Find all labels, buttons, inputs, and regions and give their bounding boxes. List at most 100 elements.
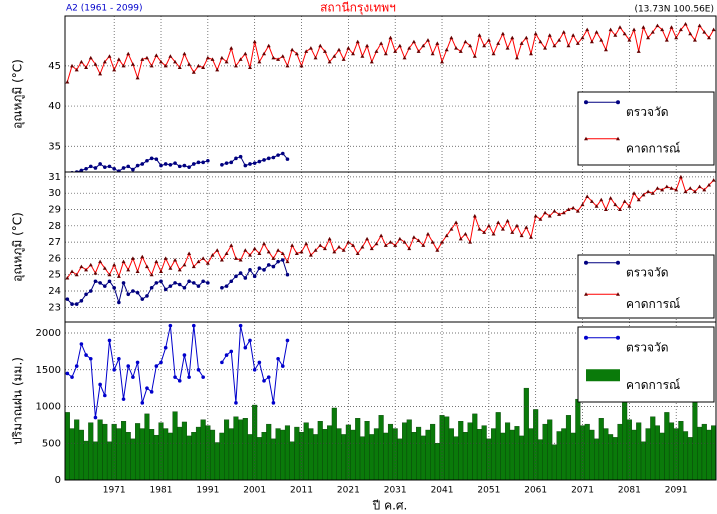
point bbox=[224, 353, 229, 357]
point bbox=[688, 186, 693, 190]
x-tick-label: 1991 bbox=[196, 486, 219, 496]
y-tick-label: 27 bbox=[48, 237, 61, 248]
point bbox=[88, 289, 93, 293]
point bbox=[580, 202, 585, 207]
plot-frame bbox=[64, 321, 717, 481]
point bbox=[238, 154, 243, 159]
point bbox=[205, 261, 210, 265]
point bbox=[271, 155, 276, 160]
y-tick-label: 26 bbox=[48, 253, 61, 264]
bar bbox=[209, 429, 216, 481]
y-tick-label: 2000 bbox=[36, 328, 61, 339]
bar bbox=[664, 412, 670, 481]
point bbox=[182, 262, 187, 267]
bar bbox=[233, 416, 239, 481]
bar bbox=[327, 425, 333, 481]
point bbox=[402, 55, 407, 60]
point bbox=[341, 57, 346, 61]
point bbox=[98, 259, 103, 264]
point bbox=[191, 323, 196, 328]
point bbox=[496, 220, 501, 225]
point bbox=[327, 236, 332, 241]
point bbox=[622, 199, 627, 203]
point bbox=[234, 401, 238, 405]
point bbox=[229, 279, 234, 284]
legend-marker bbox=[616, 100, 620, 105]
point bbox=[247, 253, 252, 257]
point bbox=[304, 241, 309, 246]
point bbox=[238, 57, 243, 61]
point bbox=[285, 157, 290, 161]
bar bbox=[167, 432, 173, 481]
point bbox=[430, 240, 435, 244]
point bbox=[135, 75, 140, 80]
x-tick-label: 2001 bbox=[243, 486, 266, 496]
y-tick-label: 40 bbox=[48, 101, 61, 112]
point bbox=[173, 258, 178, 262]
y-tick-label: 0 bbox=[55, 475, 61, 486]
point bbox=[407, 46, 412, 50]
point bbox=[552, 209, 557, 213]
point bbox=[252, 246, 257, 251]
bar bbox=[528, 428, 534, 481]
point bbox=[514, 223, 519, 228]
point bbox=[196, 63, 201, 68]
point bbox=[243, 345, 248, 350]
point bbox=[463, 39, 468, 44]
point bbox=[159, 279, 163, 284]
point bbox=[135, 360, 140, 365]
point bbox=[266, 263, 271, 267]
point bbox=[140, 162, 145, 166]
bar bbox=[125, 432, 131, 481]
bar bbox=[139, 428, 145, 481]
bar bbox=[383, 432, 389, 481]
x-tick-label: 2041 bbox=[431, 486, 454, 496]
point bbox=[566, 207, 571, 211]
point bbox=[154, 157, 159, 161]
point bbox=[280, 364, 285, 368]
bar bbox=[163, 428, 169, 481]
point bbox=[206, 158, 210, 163]
legend-marker bbox=[584, 335, 588, 340]
point bbox=[571, 33, 576, 37]
point bbox=[613, 33, 618, 37]
point bbox=[276, 356, 280, 361]
point bbox=[416, 49, 421, 53]
point bbox=[299, 249, 304, 254]
point bbox=[435, 248, 440, 252]
bar bbox=[83, 440, 89, 481]
point bbox=[252, 367, 257, 372]
bar bbox=[640, 441, 646, 481]
point bbox=[280, 258, 285, 262]
point bbox=[224, 251, 229, 256]
point bbox=[163, 162, 168, 166]
point bbox=[88, 262, 93, 267]
point bbox=[533, 31, 538, 36]
point bbox=[365, 236, 370, 241]
y-tick-label: 24 bbox=[48, 286, 61, 297]
x-tick-label: 2091 bbox=[665, 486, 688, 496]
point bbox=[173, 59, 178, 64]
subtitle: A2 (1961 - 2099) bbox=[66, 4, 143, 14]
bar bbox=[495, 412, 501, 481]
bar bbox=[317, 421, 323, 481]
point bbox=[177, 267, 182, 272]
point bbox=[411, 235, 416, 239]
point bbox=[355, 39, 360, 44]
point bbox=[711, 178, 716, 182]
bar bbox=[701, 423, 707, 481]
point bbox=[257, 360, 262, 365]
point bbox=[683, 189, 688, 194]
point bbox=[421, 243, 426, 247]
point bbox=[187, 62, 192, 66]
bar bbox=[135, 423, 141, 481]
point bbox=[369, 246, 374, 251]
point bbox=[683, 22, 688, 26]
x-tick-label: 2071 bbox=[571, 486, 594, 496]
point bbox=[491, 51, 496, 56]
bar bbox=[697, 426, 703, 481]
legend-marker bbox=[584, 292, 588, 296]
legend-label: ตรวจวัด bbox=[626, 105, 669, 119]
point bbox=[126, 51, 131, 56]
